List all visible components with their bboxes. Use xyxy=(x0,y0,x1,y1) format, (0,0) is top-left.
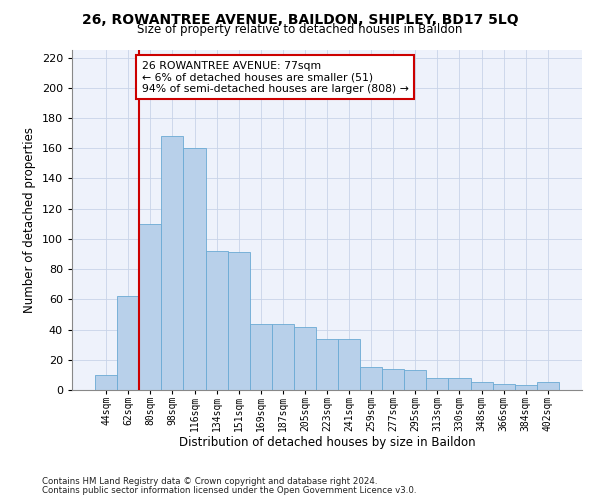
Text: Size of property relative to detached houses in Baildon: Size of property relative to detached ho… xyxy=(137,22,463,36)
Bar xyxy=(184,148,206,390)
X-axis label: Distribution of detached houses by size in Baildon: Distribution of detached houses by size … xyxy=(179,436,475,450)
Bar xyxy=(206,251,227,390)
Bar xyxy=(537,382,559,390)
Bar xyxy=(470,382,493,390)
Bar xyxy=(316,338,338,390)
Bar xyxy=(515,386,537,390)
Text: Contains public sector information licensed under the Open Government Licence v3: Contains public sector information licen… xyxy=(42,486,416,495)
Text: Contains HM Land Registry data © Crown copyright and database right 2024.: Contains HM Land Registry data © Crown c… xyxy=(42,477,377,486)
Text: 26 ROWANTREE AVENUE: 77sqm
← 6% of detached houses are smaller (51)
94% of semi-: 26 ROWANTREE AVENUE: 77sqm ← 6% of detac… xyxy=(142,60,409,94)
Bar xyxy=(95,375,117,390)
Bar xyxy=(294,326,316,390)
Bar xyxy=(161,136,184,390)
Bar xyxy=(139,224,161,390)
Bar xyxy=(493,384,515,390)
Y-axis label: Number of detached properties: Number of detached properties xyxy=(23,127,36,313)
Bar xyxy=(427,378,448,390)
Bar xyxy=(250,324,272,390)
Bar xyxy=(404,370,427,390)
Bar xyxy=(382,369,404,390)
Bar xyxy=(338,338,360,390)
Bar xyxy=(448,378,470,390)
Bar xyxy=(117,296,139,390)
Bar xyxy=(360,368,382,390)
Bar xyxy=(227,252,250,390)
Text: 26, ROWANTREE AVENUE, BAILDON, SHIPLEY, BD17 5LQ: 26, ROWANTREE AVENUE, BAILDON, SHIPLEY, … xyxy=(82,12,518,26)
Bar xyxy=(272,324,294,390)
